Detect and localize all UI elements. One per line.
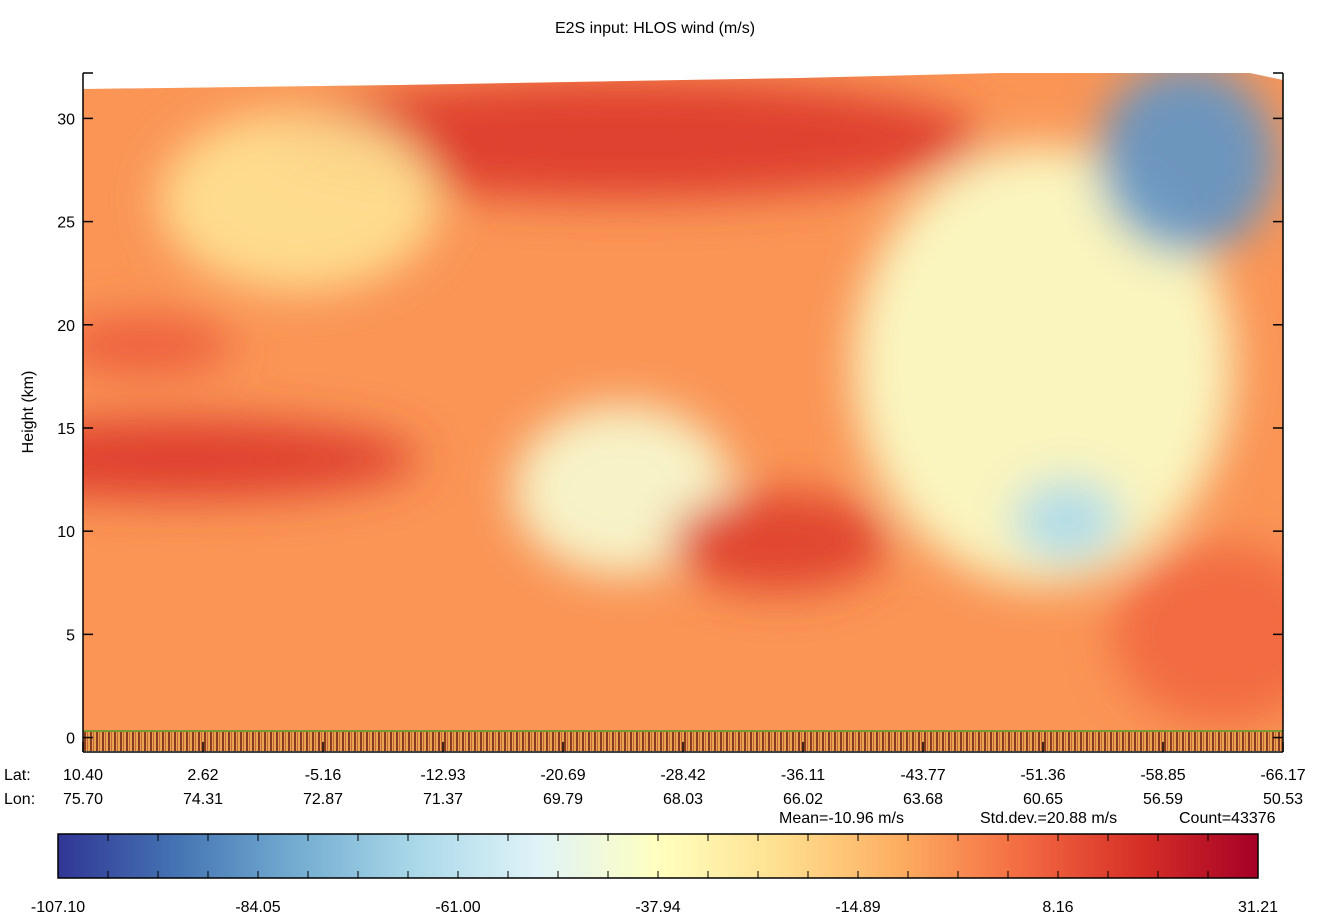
colorbar-tick-label: -14.89 — [835, 899, 880, 916]
lon-tick-label: 60.65 — [1023, 791, 1063, 808]
heatmap-feature — [1113, 544, 1283, 725]
colorbar-tick-label: -37.94 — [635, 899, 680, 916]
y-axis-label: Height (km) — [20, 371, 37, 454]
heatmap-field — [83, 73, 1283, 731]
lon-tick-label: 71.37 — [423, 791, 463, 808]
lat-tick-label: 10.40 — [63, 767, 103, 784]
lat-tick-label: -58.85 — [1140, 767, 1185, 784]
heatmap-feature — [83, 418, 419, 499]
lat-tick-label: -43.77 — [900, 767, 945, 784]
surface-band — [83, 731, 1283, 751]
chart-title: E2S input: HLOS wind (m/s) — [555, 20, 755, 37]
lat-tick-label: -66.17 — [1260, 767, 1305, 784]
lat-tick-label: -5.16 — [305, 767, 342, 784]
colorbar-tick-label: 8.16 — [1042, 899, 1073, 916]
lat-tick-label: -12.93 — [420, 767, 465, 784]
y-tick-label: 0 — [66, 731, 75, 748]
heatmap-feature — [669, 491, 889, 592]
lon-tick-label: 63.68 — [903, 791, 943, 808]
lon-tick-label: 69.79 — [543, 791, 583, 808]
heatmap-feature — [159, 110, 439, 291]
y-axis-ticks: 0 5 10 15 20 25 30 — [57, 111, 1283, 748]
colorbar-tick-label: -84.05 — [235, 899, 280, 916]
lat-tick-label: 2.62 — [187, 767, 218, 784]
lat-tick-label: -28.42 — [660, 767, 705, 784]
lat-tick-label: -51.36 — [1020, 767, 1065, 784]
lat-tick-label: -20.69 — [540, 767, 585, 784]
y-tick-label: 30 — [57, 111, 75, 128]
stat-mean: Mean=-10.96 m/s — [779, 810, 904, 827]
heatmap-feature — [263, 79, 983, 200]
lat-row-label: Lat: — [4, 767, 31, 784]
y-tick-label: 20 — [57, 318, 75, 335]
lon-tick-label: 75.70 — [63, 791, 103, 808]
y-tick-label: 5 — [66, 627, 75, 644]
y-tick-label: 25 — [57, 215, 75, 232]
y-tick-label: 10 — [57, 524, 75, 541]
heatmap-feature — [1097, 73, 1277, 255]
heatmap-feature — [83, 317, 233, 374]
lon-tick-label: 50.53 — [1263, 791, 1303, 808]
x-axis-ticks: 10.40 75.70 2.62 74.31 -5.16 72.87 -12.93 71.37… — [63, 742, 1306, 808]
colorbar-tick-label: -61.00 — [435, 899, 480, 916]
colorbar-ticks: -107.10 -84.05 -61.00 -37.94 -14.89 8.16 31.21 — [31, 834, 1278, 916]
lat-tick-label: -36.11 — [781, 767, 825, 784]
lon-row-label: Lon: — [4, 791, 35, 808]
stat-count: Count=43376 — [1179, 810, 1276, 827]
colorbar-tick-label: -107.10 — [31, 899, 85, 916]
heatmap-feature — [1012, 478, 1122, 563]
lon-tick-label: 56.59 — [1143, 791, 1183, 808]
heatmap-feature — [853, 146, 1233, 587]
lon-tick-label: 68.03 — [663, 791, 703, 808]
lon-tick-label: 74.31 — [183, 791, 223, 808]
lon-tick-label: 66.02 — [783, 791, 823, 808]
colorbar-tick-label: 31.21 — [1238, 899, 1278, 916]
y-tick-label: 15 — [57, 421, 75, 438]
stat-std: Std.dev.=20.88 m/s — [980, 810, 1117, 827]
colorbar — [57, 833, 1259, 879]
lon-tick-label: 72.87 — [303, 791, 343, 808]
